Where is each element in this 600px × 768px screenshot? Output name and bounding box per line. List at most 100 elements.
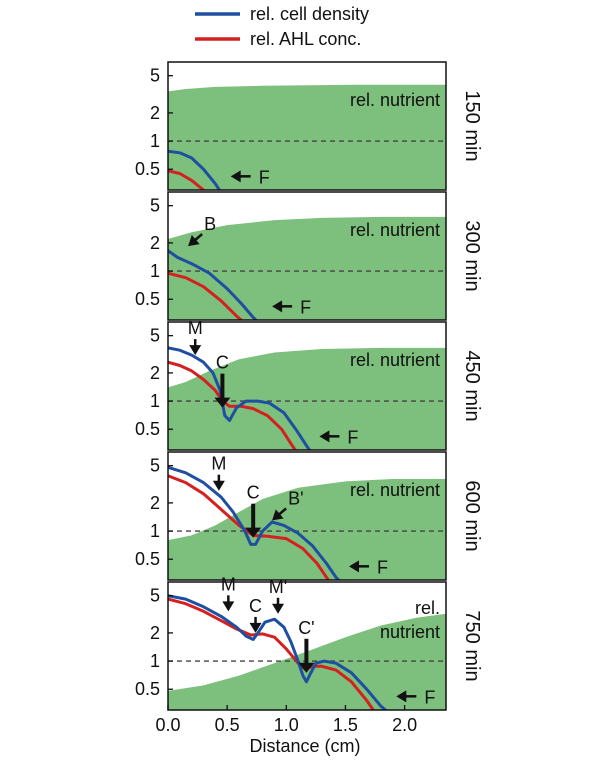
y-tick-label-3-2: 2 [150, 493, 160, 513]
cell-density-curve-0 [168, 149, 222, 190]
time-label-1: 300 min [461, 220, 483, 291]
y-tick-label-3-3: 5 [150, 456, 160, 476]
ahl-curve-0 [168, 169, 206, 190]
y-tick-label-0-1: 1 [150, 131, 160, 151]
arrow-label-3-2: B' [288, 488, 303, 508]
arrow-3-0 [212, 474, 225, 491]
cell-density-curve-3 [168, 465, 341, 580]
panel-frame-4 [167, 581, 447, 711]
x-tick-label-1: 0.5 [215, 715, 240, 735]
arrow-label-4-3: C' [298, 618, 314, 638]
panel-frame-3 [167, 451, 447, 581]
panel-plot-area-1 [168, 216, 446, 320]
y-tick-label-2-2: 2 [150, 363, 160, 383]
y-tick-label-4-3: 5 [150, 586, 160, 606]
nutrient-label-4-0: rel. [415, 598, 440, 618]
y-tick-label-0-2: 2 [150, 103, 160, 123]
panel-0: rel. nutrient 0.5 1 2 5 150 min F [135, 61, 483, 191]
legend: rel. cell density rel. AHL conc. [195, 4, 369, 49]
ahl-curve-2 [168, 360, 298, 450]
x-tick-label-4: 2.0 [392, 715, 417, 735]
panel-frame-0 [167, 61, 447, 191]
arrow-3-3 [348, 560, 369, 573]
panel-frame-2 [167, 321, 447, 451]
nutrient-area-1 [168, 216, 446, 320]
time-label-0: 150 min [461, 90, 483, 161]
x-axis-label: Distance (cm) [249, 736, 360, 756]
time-label-2: 450 min [461, 350, 483, 421]
arrow-0-0 [230, 170, 251, 183]
arrow-label-3-3: F [377, 557, 388, 577]
arrow-label-2-0: M [188, 318, 203, 338]
cell-density-curve-4 [168, 594, 388, 710]
x-axis: 0.0 0.5 1.0 1.5 2.0 [155, 705, 417, 735]
cell-density-curve-1 [168, 249, 259, 320]
panel-2: rel. nutrient 0.5 1 2 5 450 min MC F [135, 318, 483, 451]
arrow-3-1 [245, 503, 262, 538]
y-tick-label-2-0: 0.5 [135, 419, 160, 439]
y-tick-label-3-1: 1 [150, 521, 160, 541]
arrow-label-4-2: M' [269, 577, 287, 597]
nutrient-label-1-0: rel. nutrient [350, 220, 440, 240]
x-tick-label-0: 0.0 [155, 715, 180, 735]
y-tick-label-4-0: 0.5 [135, 679, 160, 699]
panel-3: rel. nutrient 0.5 1 2 5 600 min M C B' F [135, 451, 483, 581]
time-label-4: 750 min [461, 610, 483, 681]
arrow-label-2-2: F [347, 427, 358, 447]
arrow-label-4-4: F [424, 687, 435, 707]
arrow-label-1-1: F [300, 297, 311, 317]
arrow-label-2-1: C [216, 353, 229, 373]
ahl-curve-1 [168, 271, 244, 320]
y-tick-label-1-0: 0.5 [135, 289, 160, 309]
y-tick-label-0-0: 0.5 [135, 159, 160, 179]
y-tick-label-4-1: 1 [150, 651, 160, 671]
panel-plot-area-0 [168, 84, 446, 190]
y-tick-label-2-3: 5 [150, 326, 160, 346]
y-tick-label-1-1: 1 [150, 261, 160, 281]
panel-frame-1 [167, 191, 447, 321]
arrow-4-2 [272, 597, 285, 614]
arrow-2-2 [319, 430, 340, 443]
y-tick-label-1-3: 5 [150, 196, 160, 216]
arrow-label-4-1: C [249, 596, 262, 616]
arrow-label-4-0: M [221, 574, 236, 594]
panel-4: rel. nutrient 0.5 1 2 5 750 min MC M' C' F [135, 574, 483, 711]
arrow-4-4 [396, 690, 417, 703]
arrow-2-0 [189, 339, 202, 356]
nutrient-label-4-1: nutrient [380, 622, 440, 642]
nutrient-area-3 [168, 479, 446, 580]
arrow-label-0-0: F [259, 167, 270, 187]
arrow-1-0 [188, 233, 203, 247]
nutrient-label-2-0: rel. nutrient [350, 350, 440, 370]
ahl-curve-4 [168, 597, 376, 710]
arrow-4-1 [249, 616, 262, 633]
legend-label-0: rel. cell density [250, 4, 369, 24]
x-tick-label-2: 1.0 [274, 715, 299, 735]
arrow-1-1 [272, 300, 293, 313]
arrow-4-0 [222, 595, 235, 612]
arrow-2-1 [214, 373, 231, 408]
nutrient-area-0 [168, 84, 446, 190]
y-tick-label-0-3: 5 [150, 66, 160, 86]
cell-density-curve-2 [168, 346, 312, 450]
y-tick-label-1-2: 2 [150, 233, 160, 253]
nutrient-label-3-0: rel. nutrient [350, 480, 440, 500]
time-label-3: 600 min [461, 480, 483, 551]
arrow-label-3-1: C [247, 483, 260, 503]
panel-plot-area-3 [168, 465, 446, 580]
arrow-label-3-0: M [211, 454, 226, 474]
y-tick-label-2-1: 1 [150, 391, 160, 411]
nutrient-area-2 [168, 347, 446, 450]
arrow-3-2 [272, 507, 287, 521]
y-tick-label-4-2: 2 [150, 623, 160, 643]
panel-1: rel. nutrient 0.5 1 2 5 300 min B F [135, 191, 483, 321]
x-tick-label-3: 1.5 [333, 715, 358, 735]
nutrient-label-0-0: rel. nutrient [350, 90, 440, 110]
arrow-label-1-0: B [204, 214, 216, 234]
legend-label-1: rel. AHL conc. [250, 29, 361, 49]
y-tick-label-3-0: 0.5 [135, 549, 160, 569]
arrow-4-3 [298, 638, 315, 673]
panel-plot-area-2 [168, 346, 446, 450]
